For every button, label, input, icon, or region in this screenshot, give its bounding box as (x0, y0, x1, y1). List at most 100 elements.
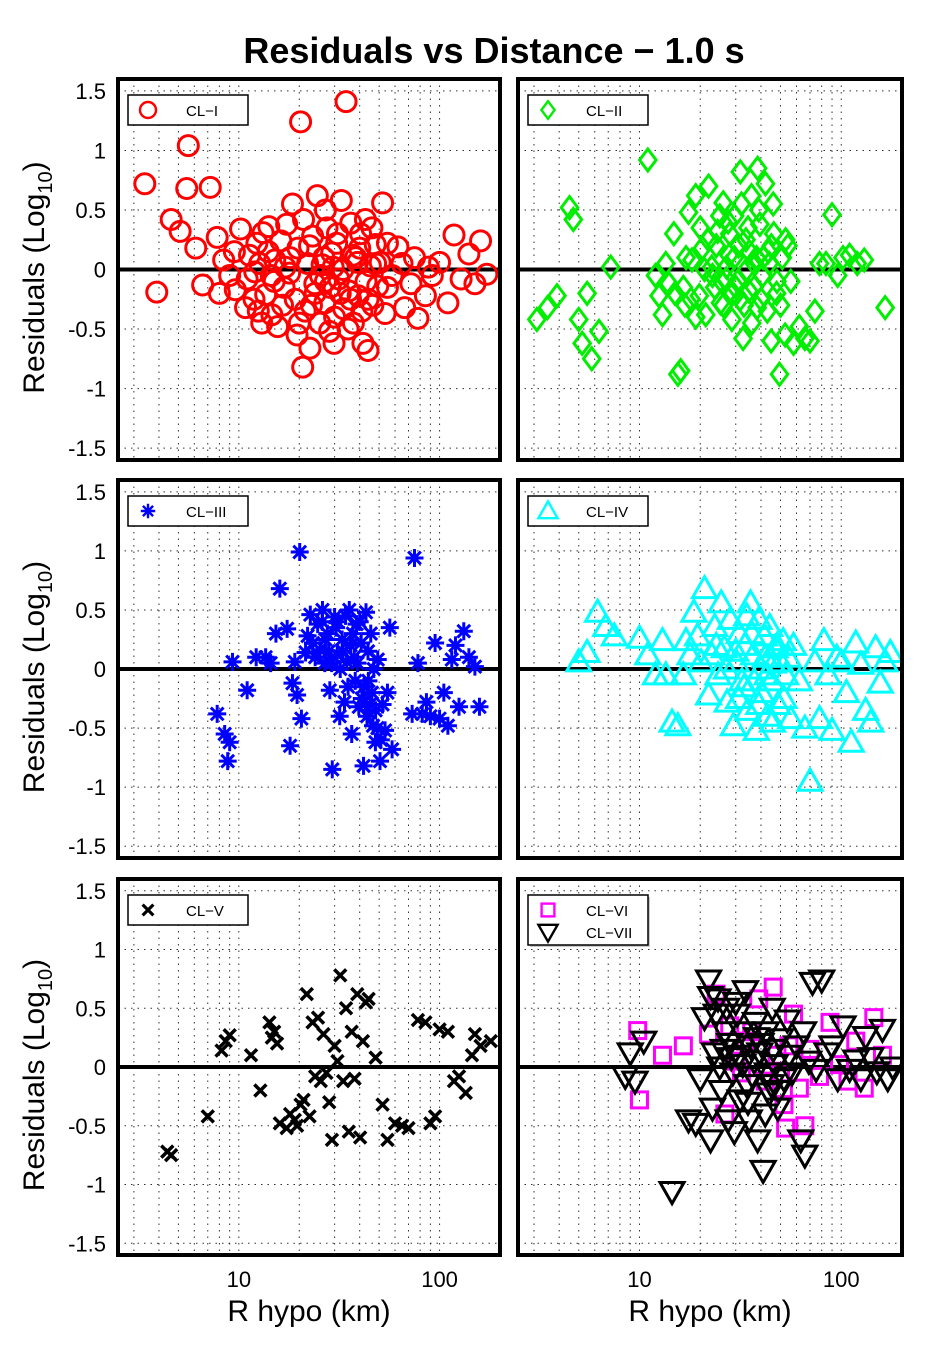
data-point (667, 360, 689, 388)
data-point (349, 697, 368, 716)
data-point (344, 1024, 359, 1039)
y-tick-label: 0.5 (75, 598, 106, 623)
data-point (291, 355, 315, 379)
data-point (572, 329, 593, 357)
data-point (757, 707, 788, 733)
data-point (747, 154, 768, 182)
data-point (208, 704, 227, 723)
data-point (822, 642, 852, 668)
plot-area (526, 146, 896, 388)
data-point (451, 1069, 467, 1084)
data-point (752, 701, 782, 727)
data-point (327, 1038, 342, 1054)
data-point (168, 219, 192, 243)
data-point (790, 1144, 820, 1171)
data-point (473, 1038, 488, 1054)
data-point (861, 632, 891, 659)
data-point (817, 1035, 847, 1061)
data-point (750, 1103, 780, 1130)
data-point (775, 226, 796, 254)
data-point (759, 250, 780, 278)
data-point (350, 612, 369, 631)
plot-area (133, 90, 499, 379)
data-point (303, 634, 322, 653)
data-point (442, 650, 461, 669)
data-point (724, 683, 754, 710)
data-point (599, 620, 629, 647)
data-point (725, 273, 746, 301)
data-point (563, 205, 584, 233)
data-point (438, 716, 457, 735)
y-tick-label: -1 (86, 377, 106, 402)
data-point (673, 273, 694, 301)
data-point (774, 1044, 804, 1071)
data-point (647, 625, 678, 652)
data-point (333, 968, 348, 983)
y-tick-label: 0 (94, 258, 106, 283)
data-point (259, 263, 283, 287)
data-point (769, 360, 790, 388)
data-point (854, 1078, 874, 1098)
data-point (266, 315, 290, 339)
data-point (794, 325, 815, 353)
data-point (288, 685, 307, 704)
data-point (198, 175, 222, 199)
data-point (664, 279, 686, 307)
data-point (702, 261, 723, 289)
panel-middle-left: 1.5 1 0.5 0 -0.5 -1 -1.5 Residuals (Log10) CL−II… (18, 478, 502, 860)
data-point (465, 657, 484, 676)
data-point (293, 299, 317, 323)
y-tick-label: -1.5 (68, 436, 106, 461)
data-point (763, 977, 783, 997)
data-point (310, 1010, 326, 1025)
data-point (215, 724, 234, 743)
data-point (402, 246, 426, 270)
data-point (322, 654, 341, 673)
data-point (256, 240, 280, 264)
data-point (345, 648, 364, 667)
data-point (760, 327, 782, 355)
data-point (786, 1129, 816, 1155)
data-point (246, 299, 270, 323)
data-point (733, 291, 755, 319)
data-point (358, 707, 377, 726)
axes-frame (516, 77, 904, 462)
data-point (335, 1073, 351, 1089)
data-point (289, 110, 313, 134)
data-point (366, 733, 385, 752)
data-point (383, 740, 402, 759)
y-tick-label: 0.5 (75, 198, 106, 223)
data-point (846, 649, 876, 675)
data-point (342, 724, 361, 743)
data-point (746, 653, 776, 680)
data-point (629, 1030, 659, 1057)
y-tick-label: -0.5 (68, 716, 106, 741)
data-point (270, 579, 289, 598)
data-point (763, 220, 784, 248)
data-point (313, 1073, 329, 1089)
data-point (334, 90, 358, 114)
data-point (755, 611, 785, 637)
y-tick-label: -0.5 (68, 317, 106, 342)
y-axis-label: Residuals (Log10) (18, 561, 57, 793)
data-point (769, 683, 799, 710)
data-point (694, 256, 715, 283)
data-point (546, 282, 568, 310)
data-point (390, 252, 414, 276)
data-point (832, 244, 854, 272)
data-point (357, 603, 376, 622)
data-point (319, 1065, 334, 1081)
data-point (721, 636, 751, 662)
data-point (809, 1066, 829, 1086)
data-point (330, 1053, 345, 1069)
data-point (862, 1061, 892, 1087)
y-tick-label: 1 (94, 138, 106, 163)
data-point (674, 291, 696, 319)
data-point (817, 715, 847, 741)
legend-marker-shape (539, 99, 557, 121)
data-point (581, 345, 602, 373)
data-point (313, 600, 332, 619)
data-point (610, 1065, 640, 1092)
data-point (847, 250, 868, 278)
data-point (242, 287, 266, 311)
